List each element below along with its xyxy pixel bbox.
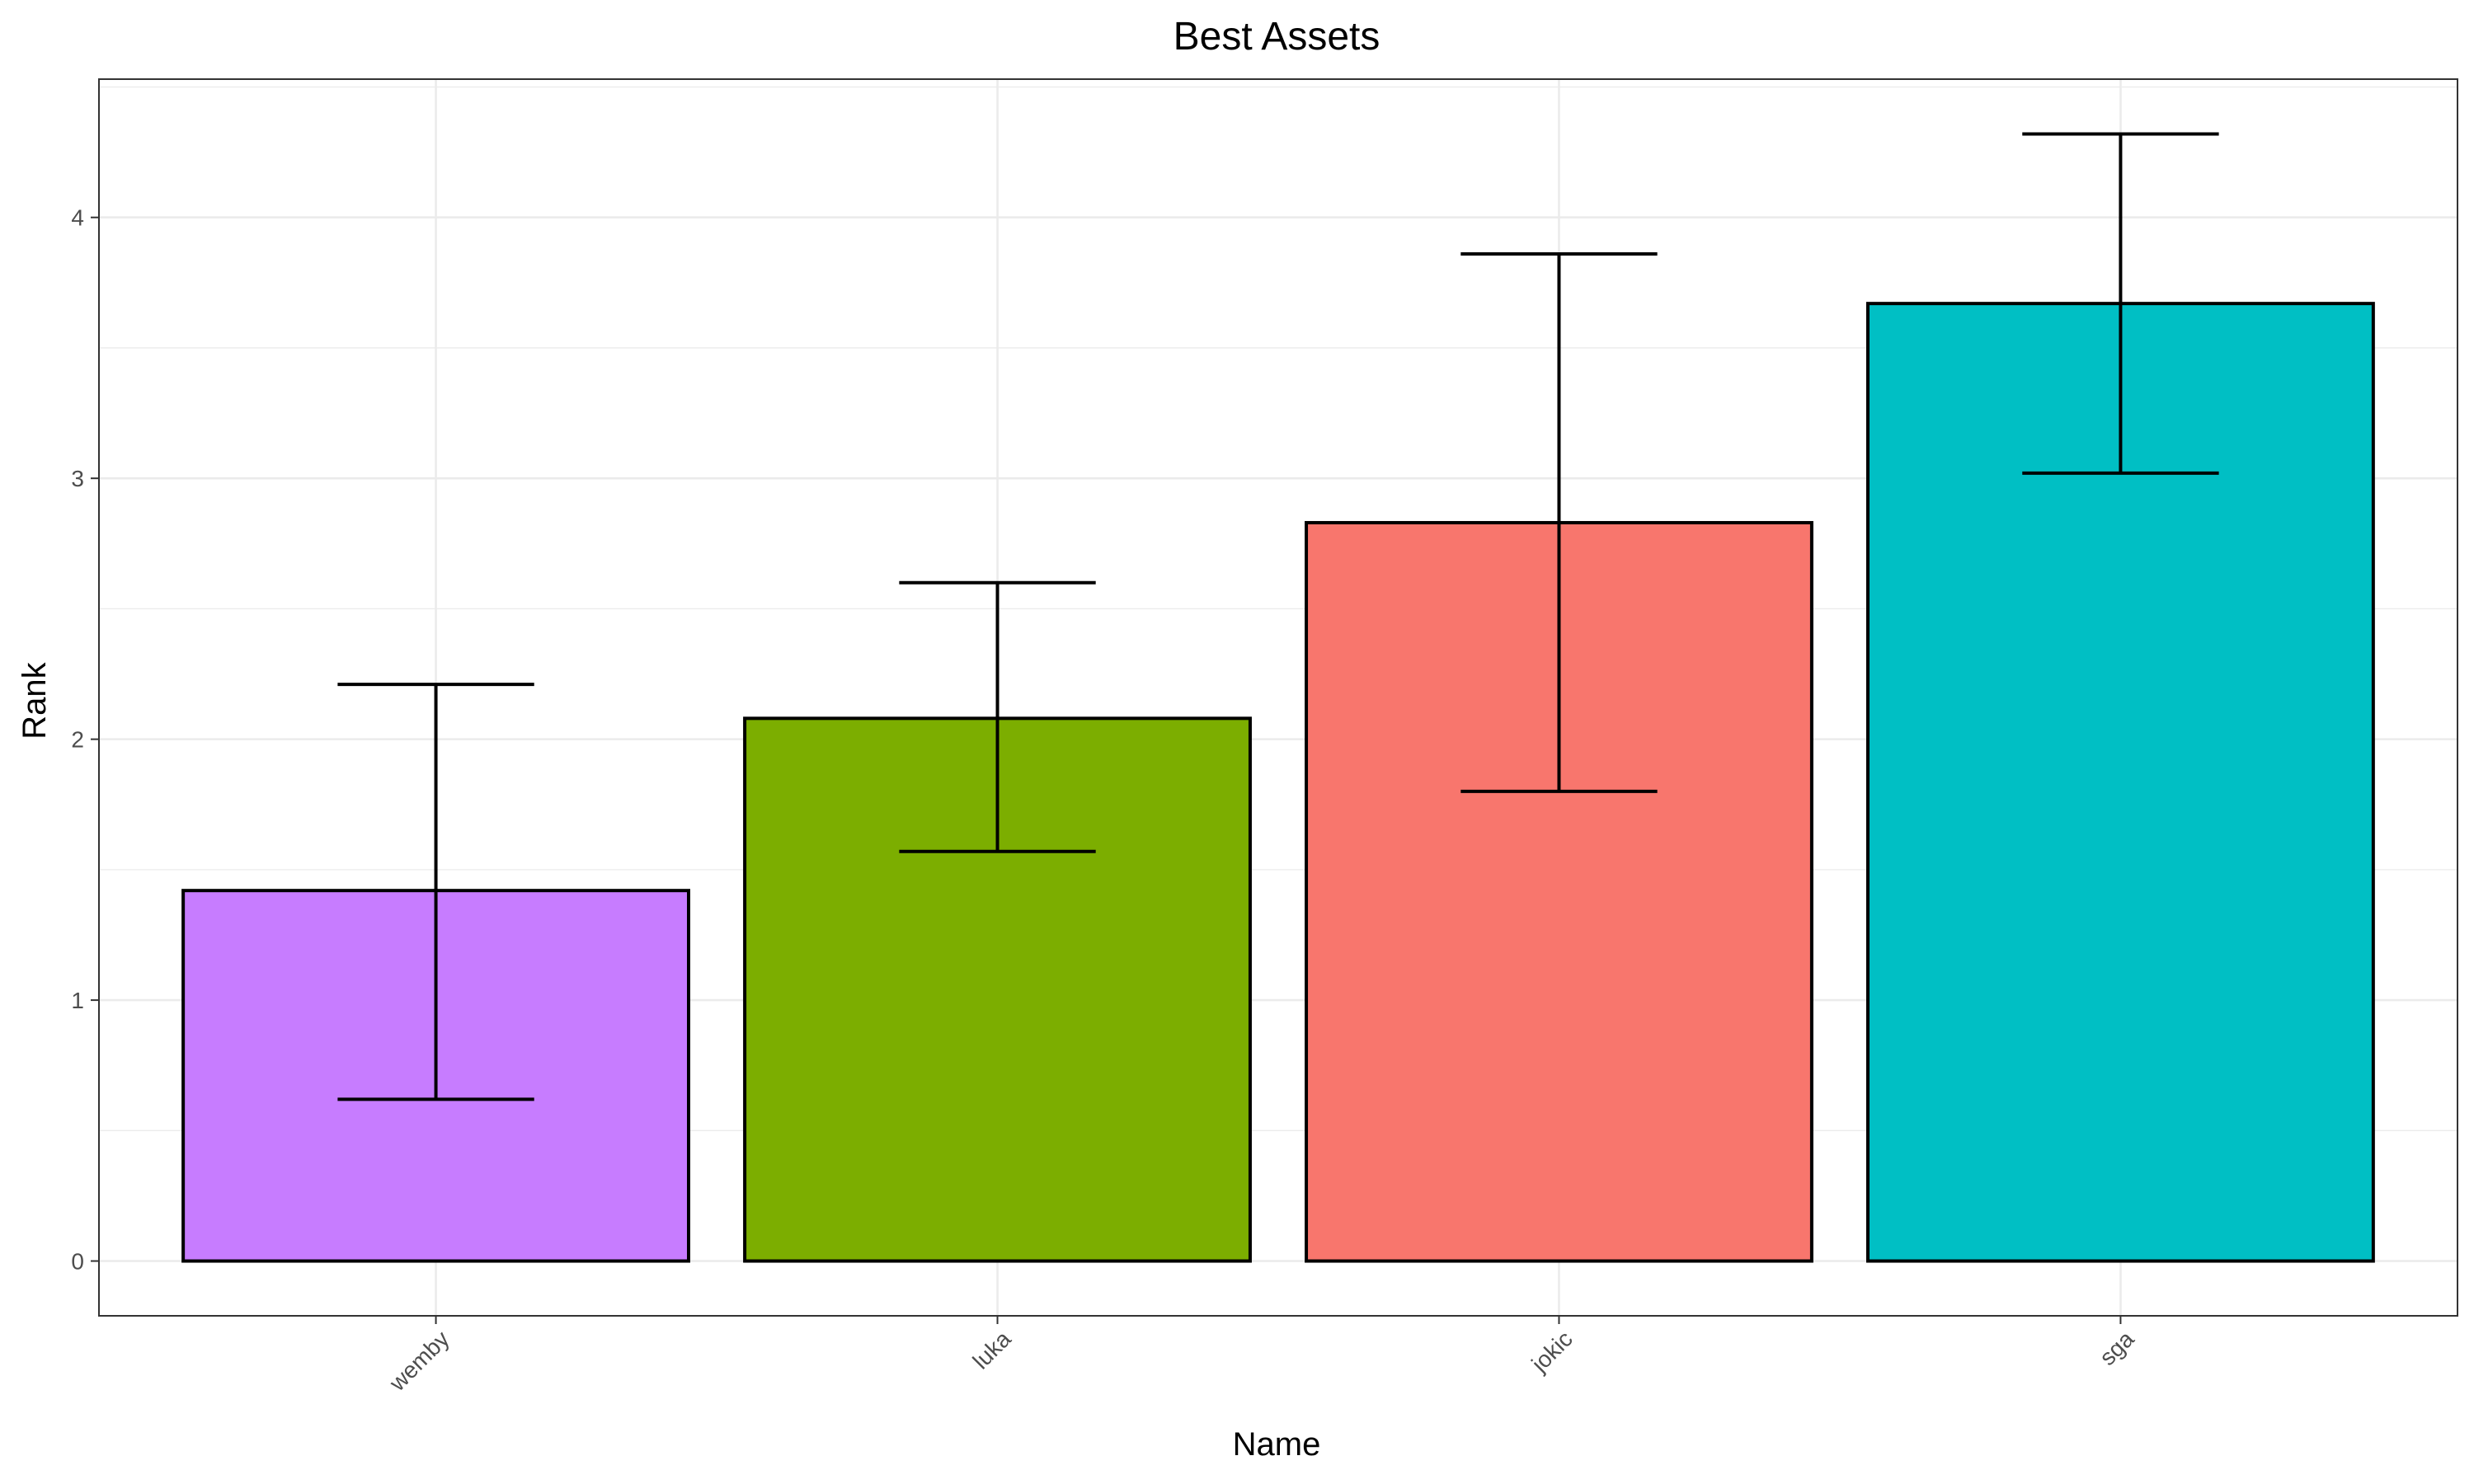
- y-tick-label: 1: [71, 988, 84, 1013]
- chart-title: Best Assets: [1174, 15, 1380, 59]
- x-axis-title: Name: [1233, 1426, 1321, 1463]
- bars: [181, 302, 2375, 1263]
- x-tick-label-wemby: wemby: [383, 1326, 454, 1396]
- x-tick-label-luka: luka: [968, 1326, 1017, 1374]
- y-tick-label: 0: [71, 1249, 84, 1275]
- y-axis-title: Rank: [16, 661, 53, 739]
- error-bar-sga: [2022, 132, 2219, 475]
- y-tick-label: 2: [71, 727, 84, 753]
- plot-panel-border: [98, 78, 2458, 1317]
- x-tick-label-jokic: jokic: [1526, 1326, 1577, 1377]
- error-bars: [337, 132, 2219, 1101]
- y-tick-label: 3: [71, 466, 84, 491]
- x-axis: wemby luka jokic sga: [383, 1316, 2139, 1397]
- error-bar-wemby: [337, 683, 534, 1101]
- error-bar-jokic: [1460, 252, 1658, 793]
- error-bar-luka: [899, 580, 1096, 853]
- y-axis: 0 1 2 3 4: [71, 205, 99, 1275]
- y-tick-label: 4: [71, 205, 84, 231]
- x-tick-label-sga: sga: [2095, 1326, 2139, 1370]
